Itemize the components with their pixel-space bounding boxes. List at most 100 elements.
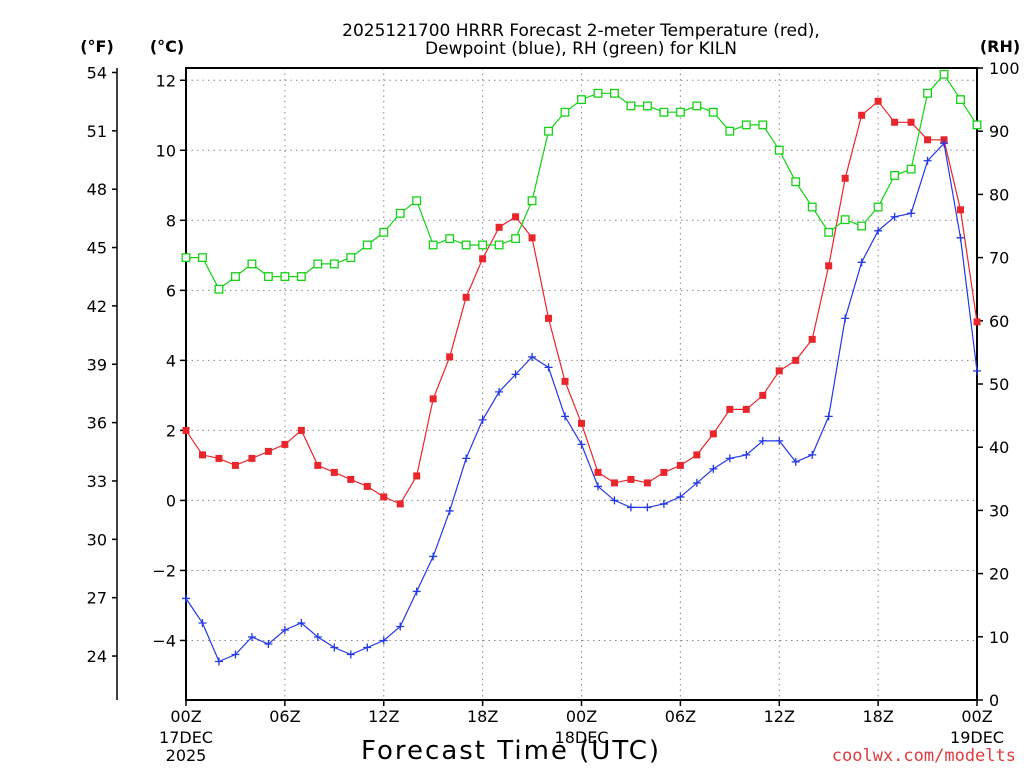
relative-humidity-point <box>395 208 405 218</box>
celsius-tick-label: 12 <box>156 71 176 90</box>
dewpoint-point <box>429 552 438 561</box>
dewpoint-point <box>198 618 207 627</box>
relative-humidity-point <box>181 253 191 263</box>
relative-humidity-point <box>906 164 916 174</box>
time-tick-label: 18DEC <box>555 728 609 747</box>
rh-tick-label: 30 <box>989 501 1009 520</box>
temperature-point <box>545 314 553 322</box>
dewpoint-point <box>445 506 454 515</box>
temperature-point <box>495 223 503 231</box>
celsius-tick-label: 4 <box>166 351 176 370</box>
rh-tick-label: 80 <box>989 185 1009 204</box>
rh-tick-label: 40 <box>989 438 1009 457</box>
temperature-point <box>215 454 223 462</box>
rh-tick-label: 90 <box>989 122 1009 141</box>
temperature-point <box>726 405 734 413</box>
temperature-point <box>858 111 866 119</box>
fahrenheit-tick-label: 39 <box>87 355 107 374</box>
relative-humidity-point <box>659 107 669 117</box>
relative-humidity-point <box>610 88 619 98</box>
dewpoint-point <box>528 352 537 361</box>
relative-humidity-point <box>840 215 850 225</box>
dewpoint-point <box>247 632 256 641</box>
relative-humidity-point <box>956 95 965 105</box>
fahrenheit-tick-label: 48 <box>87 180 107 199</box>
relative-humidity-point <box>461 240 471 250</box>
dewpoint-point <box>791 457 800 466</box>
celsius-tick-label: 10 <box>156 141 176 160</box>
temperature-point <box>709 430 717 438</box>
temperature-point <box>973 318 981 326</box>
dewpoint-point <box>857 258 866 267</box>
temperature-point <box>248 454 256 462</box>
time-tick-label: 17DEC <box>159 728 213 747</box>
dewpoint-point <box>346 650 355 659</box>
temperature-point <box>808 335 816 343</box>
relative-humidity-point <box>230 272 240 282</box>
celsius-tick-label: 2 <box>166 421 176 440</box>
temperature-point <box>347 475 355 483</box>
temperature-point <box>907 118 915 126</box>
relative-humidity-point <box>379 227 389 237</box>
relative-humidity-point <box>626 101 636 111</box>
dewpoint-point <box>511 370 520 379</box>
time-tick-label: 19DEC <box>950 728 1004 747</box>
dewpoint-point <box>824 412 833 421</box>
x-axis-title: Forecast Time (UTC) <box>361 736 661 766</box>
celsius-tick-label: −4 <box>152 631 176 650</box>
relative-humidity-point <box>857 221 867 231</box>
dewpoint-point <box>758 436 767 445</box>
time-tick-label: 12Z <box>368 707 399 726</box>
relative-humidity-point <box>198 253 207 263</box>
dewpoint-point <box>742 450 751 459</box>
rh-tick-label: 70 <box>989 249 1009 268</box>
temperature-point <box>874 97 882 105</box>
temperature-point <box>561 377 569 385</box>
temperature-point <box>610 479 618 487</box>
celsius-tick-label: 6 <box>166 281 176 300</box>
relative-humidity-point <box>247 259 257 269</box>
temperature-point <box>396 500 404 508</box>
temperature-point <box>330 468 338 476</box>
temperature-point <box>841 174 849 182</box>
relative-humidity-point <box>972 120 982 130</box>
relative-humidity-point <box>346 253 356 263</box>
relative-humidity-series <box>181 69 982 294</box>
dewpoint-point <box>297 618 306 627</box>
dewpoint-point <box>890 212 899 221</box>
temperature-point <box>198 451 206 459</box>
dewpoint-series <box>182 139 981 666</box>
temperature-point <box>512 213 520 221</box>
relative-humidity-point <box>544 126 553 136</box>
temperature-point <box>676 461 684 469</box>
tick-labels: 121086420−2−4545148454239363330272410090… <box>87 59 1020 765</box>
relative-humidity-point <box>725 126 735 136</box>
temperature-point <box>627 475 635 483</box>
relative-humidity-point <box>280 272 290 282</box>
time-tick-label: 18Z <box>862 707 893 726</box>
temperature-point <box>446 353 454 361</box>
relative-humidity-point <box>478 240 488 250</box>
dewpoint-point <box>577 440 586 449</box>
dewpoint-point <box>462 454 471 463</box>
rh-axis-label: (RH) <box>980 37 1020 56</box>
celsius-tick-label: −2 <box>152 561 176 580</box>
relative-humidity-point <box>593 88 603 98</box>
dewpoint-point <box>940 139 949 148</box>
temperature-point <box>462 293 470 301</box>
time-tick-label: 06Z <box>665 707 696 726</box>
axis-ticks <box>112 67 983 706</box>
rh-tick-label: 60 <box>989 312 1009 331</box>
relative-humidity-point <box>890 170 900 180</box>
fahrenheit-tick-label: 24 <box>87 647 107 666</box>
dewpoint-point <box>956 233 965 242</box>
dewpoint-point <box>280 625 289 634</box>
rh-tick-label: 50 <box>989 375 1009 394</box>
dewpoint-point <box>593 482 602 491</box>
rh-tick-label: 20 <box>989 565 1009 584</box>
fahrenheit-tick-label: 33 <box>87 472 107 491</box>
celsius-tick-label: 8 <box>166 211 176 230</box>
dewpoint-point <box>396 622 405 631</box>
relative-humidity-point <box>494 240 504 250</box>
